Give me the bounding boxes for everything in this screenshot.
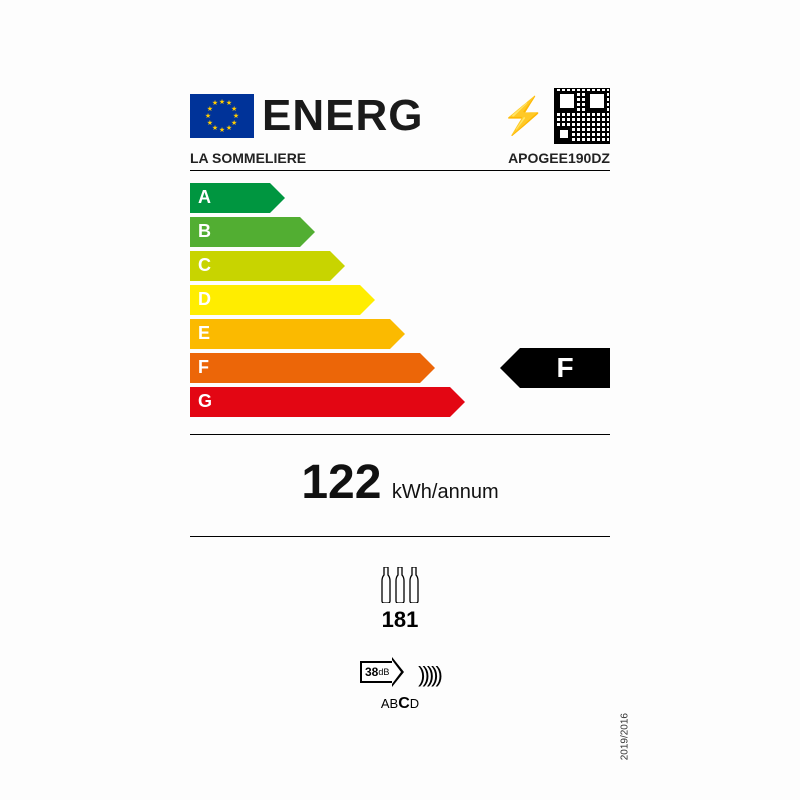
header: ★★★★★★★★★★★★ ENERG ⚡ — [190, 88, 610, 144]
speaker-icon: 38dB — [360, 657, 414, 693]
noise-class-letter: C — [398, 695, 410, 712]
bottle-capacity: 181 — [190, 607, 610, 633]
noise-class-letter: A — [381, 696, 390, 711]
efficiency-bar-g: G — [190, 387, 610, 417]
efficiency-bar-a: A — [190, 183, 610, 213]
bottle-icon — [408, 567, 420, 603]
efficiency-bar-c: C — [190, 251, 610, 281]
energy-label: ★★★★★★★★★★★★ ENERG ⚡ LA SOMMELIERE APOGE… — [190, 88, 610, 713]
efficiency-bar-b: B — [190, 217, 610, 247]
eu-flag-icon: ★★★★★★★★★★★★ — [190, 94, 254, 138]
spec-icons: 181 38dB ))))) ABCD — [190, 567, 610, 713]
noise-db-unit: dB — [378, 667, 389, 677]
consumption-unit: kWh/annum — [392, 481, 499, 503]
bottle-icon — [380, 567, 392, 603]
noise-class-scale: ABCD — [190, 695, 610, 713]
efficiency-bar-e: E — [190, 319, 610, 349]
regulation-number: 2019/2016 — [619, 713, 630, 760]
brand-name: LA SOMMELIERE — [190, 150, 306, 166]
bolt-icon: ⚡ — [501, 95, 546, 137]
bottle-icons — [190, 567, 610, 603]
bottle-icon — [394, 567, 406, 603]
efficiency-scale: ABCDEFGF — [190, 183, 610, 435]
consumption-value: 122 — [301, 456, 381, 509]
brand-model-row: LA SOMMELIERE APOGEE190DZ — [190, 150, 610, 171]
rating-indicator: F — [520, 348, 610, 388]
noise-block: 38dB ))))) — [190, 657, 610, 693]
sound-waves-icon: ))))) — [418, 662, 440, 688]
noise-class-letter: B — [390, 696, 399, 711]
noise-db-value: 38 — [365, 665, 378, 679]
efficiency-bar-d: D — [190, 285, 610, 315]
noise-class-letter: D — [410, 696, 419, 711]
energy-title: ENERG — [262, 91, 497, 141]
qr-code-icon — [554, 88, 610, 144]
consumption-block: 122 kWh/annum — [190, 455, 610, 537]
model-code: APOGEE190DZ — [508, 150, 610, 166]
